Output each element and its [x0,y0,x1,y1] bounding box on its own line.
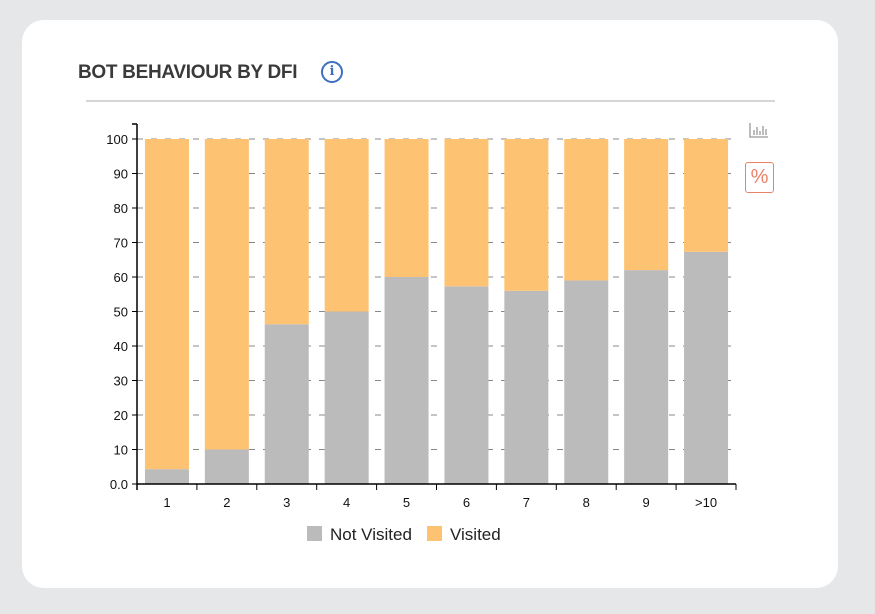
bar-not-visited [444,286,489,484]
y-tick-label: 70 [114,236,128,251]
bar-chart-icon[interactable] [748,120,770,140]
chart-title: BOT BEHAVIOUR BY DFI [78,62,298,83]
y-tick-label: 100 [106,132,128,147]
legend-label: Not Visited [330,525,412,544]
y-tick-label: 40 [114,339,128,354]
bar-not-visited [264,324,309,484]
bar-not-visited [144,469,189,484]
y-tick-label: 30 [114,374,128,389]
y-tick-label: 0.0 [110,477,128,492]
y-tick-label: 80 [114,201,128,216]
y-tick-label: 60 [114,270,128,285]
bar-not-visited [684,251,729,484]
bar-not-visited [624,270,669,484]
y-tick-label: 20 [114,408,128,423]
bar-visited [384,139,429,277]
bar-visited [324,139,369,312]
x-tick-label: 1 [163,495,170,510]
y-tick-label: 50 [114,305,128,320]
bar-visited [564,139,609,281]
bar-not-visited [384,277,429,484]
bar-not-visited [324,311,369,484]
y-tick-label: 10 [114,443,128,458]
x-tick-label: 3 [283,495,290,510]
bar-visited [504,139,549,291]
bar-not-visited [564,280,609,484]
divider [86,100,775,102]
legend-swatch [307,526,322,541]
x-tick-label: 2 [223,495,230,510]
bar-visited [684,139,729,252]
x-tick-label: 4 [343,495,350,510]
x-tick-label: 6 [463,495,470,510]
percent-button[interactable]: % [745,162,774,193]
x-tick-label: 9 [643,495,650,510]
bar-visited [204,139,249,450]
info-icon[interactable]: i [321,61,343,83]
legend-swatch [427,526,442,541]
bar-visited [444,139,489,287]
legend-label: Visited [450,525,501,544]
x-tick-label: 7 [523,495,530,510]
bar-not-visited [504,290,549,484]
bar-not-visited [204,449,249,484]
x-tick-label: 5 [403,495,410,510]
bar-visited [624,139,669,271]
x-tick-label: >10 [695,495,717,510]
y-tick-label: 90 [114,167,128,182]
bar-visited [144,139,189,470]
x-tick-label: 8 [583,495,590,510]
bar-visited [264,139,309,325]
